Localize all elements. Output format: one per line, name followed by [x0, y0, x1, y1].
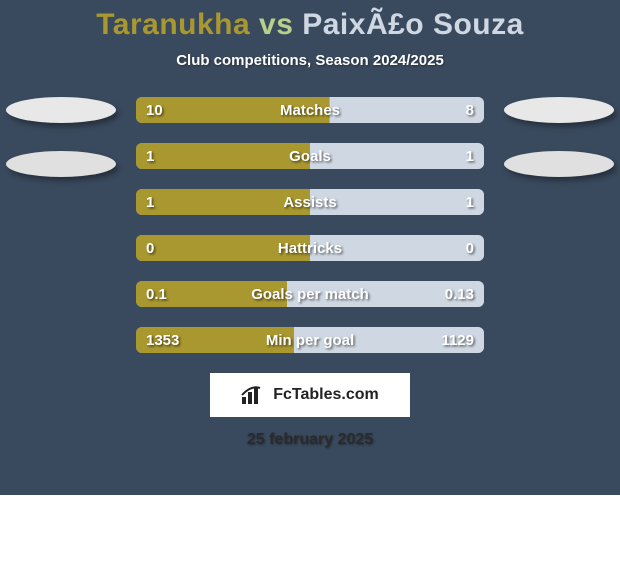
stat-fill-player1: [136, 281, 287, 307]
stat-row: Matches108: [136, 97, 484, 123]
stat-fill-player1: [136, 235, 310, 261]
stat-fill-player1: [136, 97, 329, 123]
bar-chart-icon: [241, 385, 267, 405]
fctables-logo: FcTables.com: [210, 373, 410, 417]
comparison-card: Taranukha vs PaixÃ£o Souza Club competit…: [0, 0, 620, 495]
page-title: Taranukha vs PaixÃ£o Souza: [0, 8, 620, 42]
stat-row: Goals per match0.10.13: [136, 281, 484, 307]
fctables-text: FcTables.com: [273, 386, 379, 404]
stat-row: Goals11: [136, 143, 484, 169]
subtitle: Club competitions, Season 2024/2025: [0, 52, 620, 69]
stat-fill-player2: [310, 143, 484, 169]
stat-fill-player1: [136, 143, 310, 169]
stat-fill-player2: [310, 235, 484, 261]
stat-fill-player2: [294, 327, 484, 353]
date-text: 25 february 2025: [0, 431, 620, 449]
stat-row: Assists11: [136, 189, 484, 215]
player2-badge: [504, 97, 614, 123]
stat-fill-player1: [136, 327, 294, 353]
title-vs: vs: [250, 8, 302, 41]
stats-content: Matches108 Goals11 Assists11 Hattricks00 Goa…: [0, 97, 620, 353]
player2-badge-secondary: [504, 151, 614, 177]
player1-badge: [6, 97, 116, 123]
stat-row: Min per goal13531129: [136, 327, 484, 353]
stat-fill-player1: [136, 189, 310, 215]
title-player1: Taranukha: [96, 8, 250, 41]
stat-row: Hattricks00: [136, 235, 484, 261]
title-player2: PaixÃ£o Souza: [302, 8, 524, 41]
stat-fill-player2: [287, 281, 484, 307]
player1-badge-secondary: [6, 151, 116, 177]
stat-fill-player2: [330, 97, 485, 123]
stat-fill-player2: [310, 189, 484, 215]
